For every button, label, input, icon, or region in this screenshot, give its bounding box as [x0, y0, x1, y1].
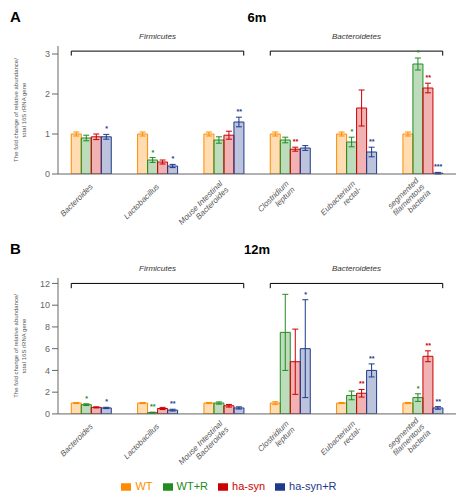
- svg-text:Firmicutes: Firmicutes: [139, 264, 176, 273]
- svg-text:segmentedfilamentousbacteria: segmentedfilamentousbacteria: [385, 176, 433, 224]
- svg-text:*: *: [417, 385, 420, 392]
- svg-text:*: *: [304, 291, 307, 298]
- svg-text:The fold change of relative ab: The fold change of relative abundance/to…: [13, 294, 27, 398]
- svg-text:Bacteroides: Bacteroides: [58, 422, 94, 458]
- svg-text:2: 2: [45, 89, 50, 99]
- html-text:12m: 12m: [244, 242, 270, 257]
- svg-text:Eubacteriumrectal-: Eubacteriumrectal-: [319, 179, 363, 223]
- svg-text:6: 6: [45, 344, 50, 354]
- svg-text:Mouse IntestinalBacteroides: Mouse IntestinalBacteroides: [177, 419, 231, 473]
- svg-text:Firmicutes: Firmicutes: [139, 32, 176, 41]
- svg-text:Lactobacillus: Lactobacillus: [122, 182, 161, 221]
- svg-text:**: **: [150, 403, 156, 410]
- svg-text:**: **: [359, 380, 365, 387]
- svg-text:**: **: [435, 398, 441, 405]
- svg-text:Mouse IntestinalBacteroides: Mouse IntestinalBacteroides: [177, 179, 231, 233]
- html-text:ha-syn+R: ha-syn+R: [289, 479, 337, 492]
- svg-text:10: 10: [40, 300, 50, 310]
- svg-text:**: **: [170, 400, 176, 407]
- svg-text:The fold change of relative ab: The fold change of relative abundance/to…: [13, 58, 27, 162]
- svg-text:Clostridiumleptum: Clostridiumleptum: [256, 419, 297, 460]
- svg-text:Lactobacillus: Lactobacillus: [122, 422, 161, 461]
- svg-text:**: **: [369, 355, 375, 362]
- svg-text:8: 8: [45, 322, 50, 332]
- svg-text:Clostridiumleptum: Clostridiumleptum: [256, 179, 297, 220]
- html-text:ha-syn: ha-syn: [232, 479, 266, 492]
- html-text:6m: 6m: [247, 10, 267, 25]
- svg-text:4: 4: [45, 366, 50, 376]
- html-text:B: B: [10, 240, 21, 257]
- svg-text:**: **: [425, 342, 431, 349]
- svg-text:**: **: [425, 74, 431, 81]
- svg-text:3: 3: [45, 49, 50, 59]
- html-text:WT: WT: [135, 479, 153, 492]
- svg-text:*: *: [151, 149, 154, 156]
- svg-text:*: *: [417, 49, 420, 56]
- svg-text:*: *: [350, 128, 353, 135]
- svg-text:**: **: [369, 138, 375, 145]
- svg-text:***: ***: [434, 163, 442, 170]
- svg-text:1: 1: [45, 129, 50, 139]
- svg-text:2: 2: [45, 387, 50, 397]
- svg-text:Bacteroidetes: Bacteroidetes: [332, 32, 381, 41]
- svg-text:0: 0: [45, 169, 50, 179]
- svg-text:segmentedfilamentousbacteria: segmentedfilamentousbacteria: [385, 416, 433, 464]
- svg-text:Eubacteriumrectal-: Eubacteriumrectal-: [319, 419, 363, 463]
- svg-text:12: 12: [40, 279, 50, 289]
- html-text:WT+R: WT+R: [176, 479, 209, 492]
- svg-text:**: **: [293, 138, 299, 145]
- html-text:A: A: [10, 8, 21, 25]
- svg-text:Bacteroides: Bacteroides: [58, 182, 94, 218]
- svg-text:*: *: [85, 395, 88, 402]
- svg-text:*: *: [105, 125, 108, 132]
- svg-text:Bacteroidetes: Bacteroidetes: [332, 264, 381, 273]
- svg-text:*: *: [171, 155, 174, 162]
- svg-text:**: **: [236, 108, 242, 115]
- svg-text:*: *: [105, 398, 108, 405]
- svg-text:0: 0: [45, 409, 50, 419]
